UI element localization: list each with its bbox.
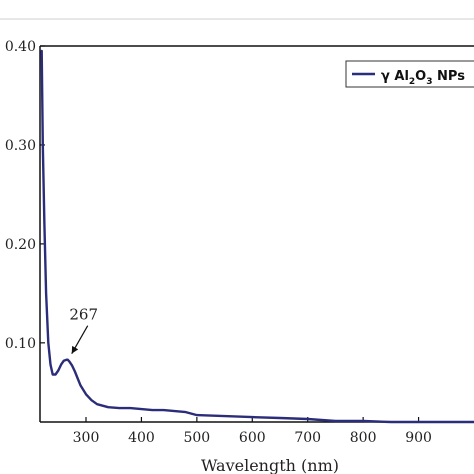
x-tick-label: 800 (350, 430, 377, 446)
y-tick-label: 0.40 (5, 39, 36, 55)
x-tick-label: 700 (294, 430, 321, 446)
y-tick-label: 0.10 (5, 336, 36, 352)
x-tick-label: 500 (183, 430, 210, 446)
x-tick-label: 900 (405, 430, 432, 446)
x-tick-label: 600 (239, 430, 266, 446)
peak-annotation-label: 267 (69, 306, 98, 324)
x-tick-label: 400 (128, 430, 155, 446)
x-axis-label: Wavelength (nm) (201, 456, 339, 474)
legend: γ Al2O3 NPs (345, 60, 474, 88)
y-ticks: 0.10 0.20 0.30 0.40 (5, 39, 45, 352)
legend-label: γ Al2O3 NPs (381, 69, 465, 87)
series-line-gamma-al2o3-nps (40, 49, 474, 424)
y-tick-label: 0.20 (5, 237, 36, 253)
peak-annotation-arrowhead (71, 345, 79, 354)
y-tick-label: 0.30 (5, 138, 36, 154)
x-tick-label: 300 (73, 430, 100, 446)
x-ticks: 300 400 500 600 700 800 900 (73, 417, 432, 446)
